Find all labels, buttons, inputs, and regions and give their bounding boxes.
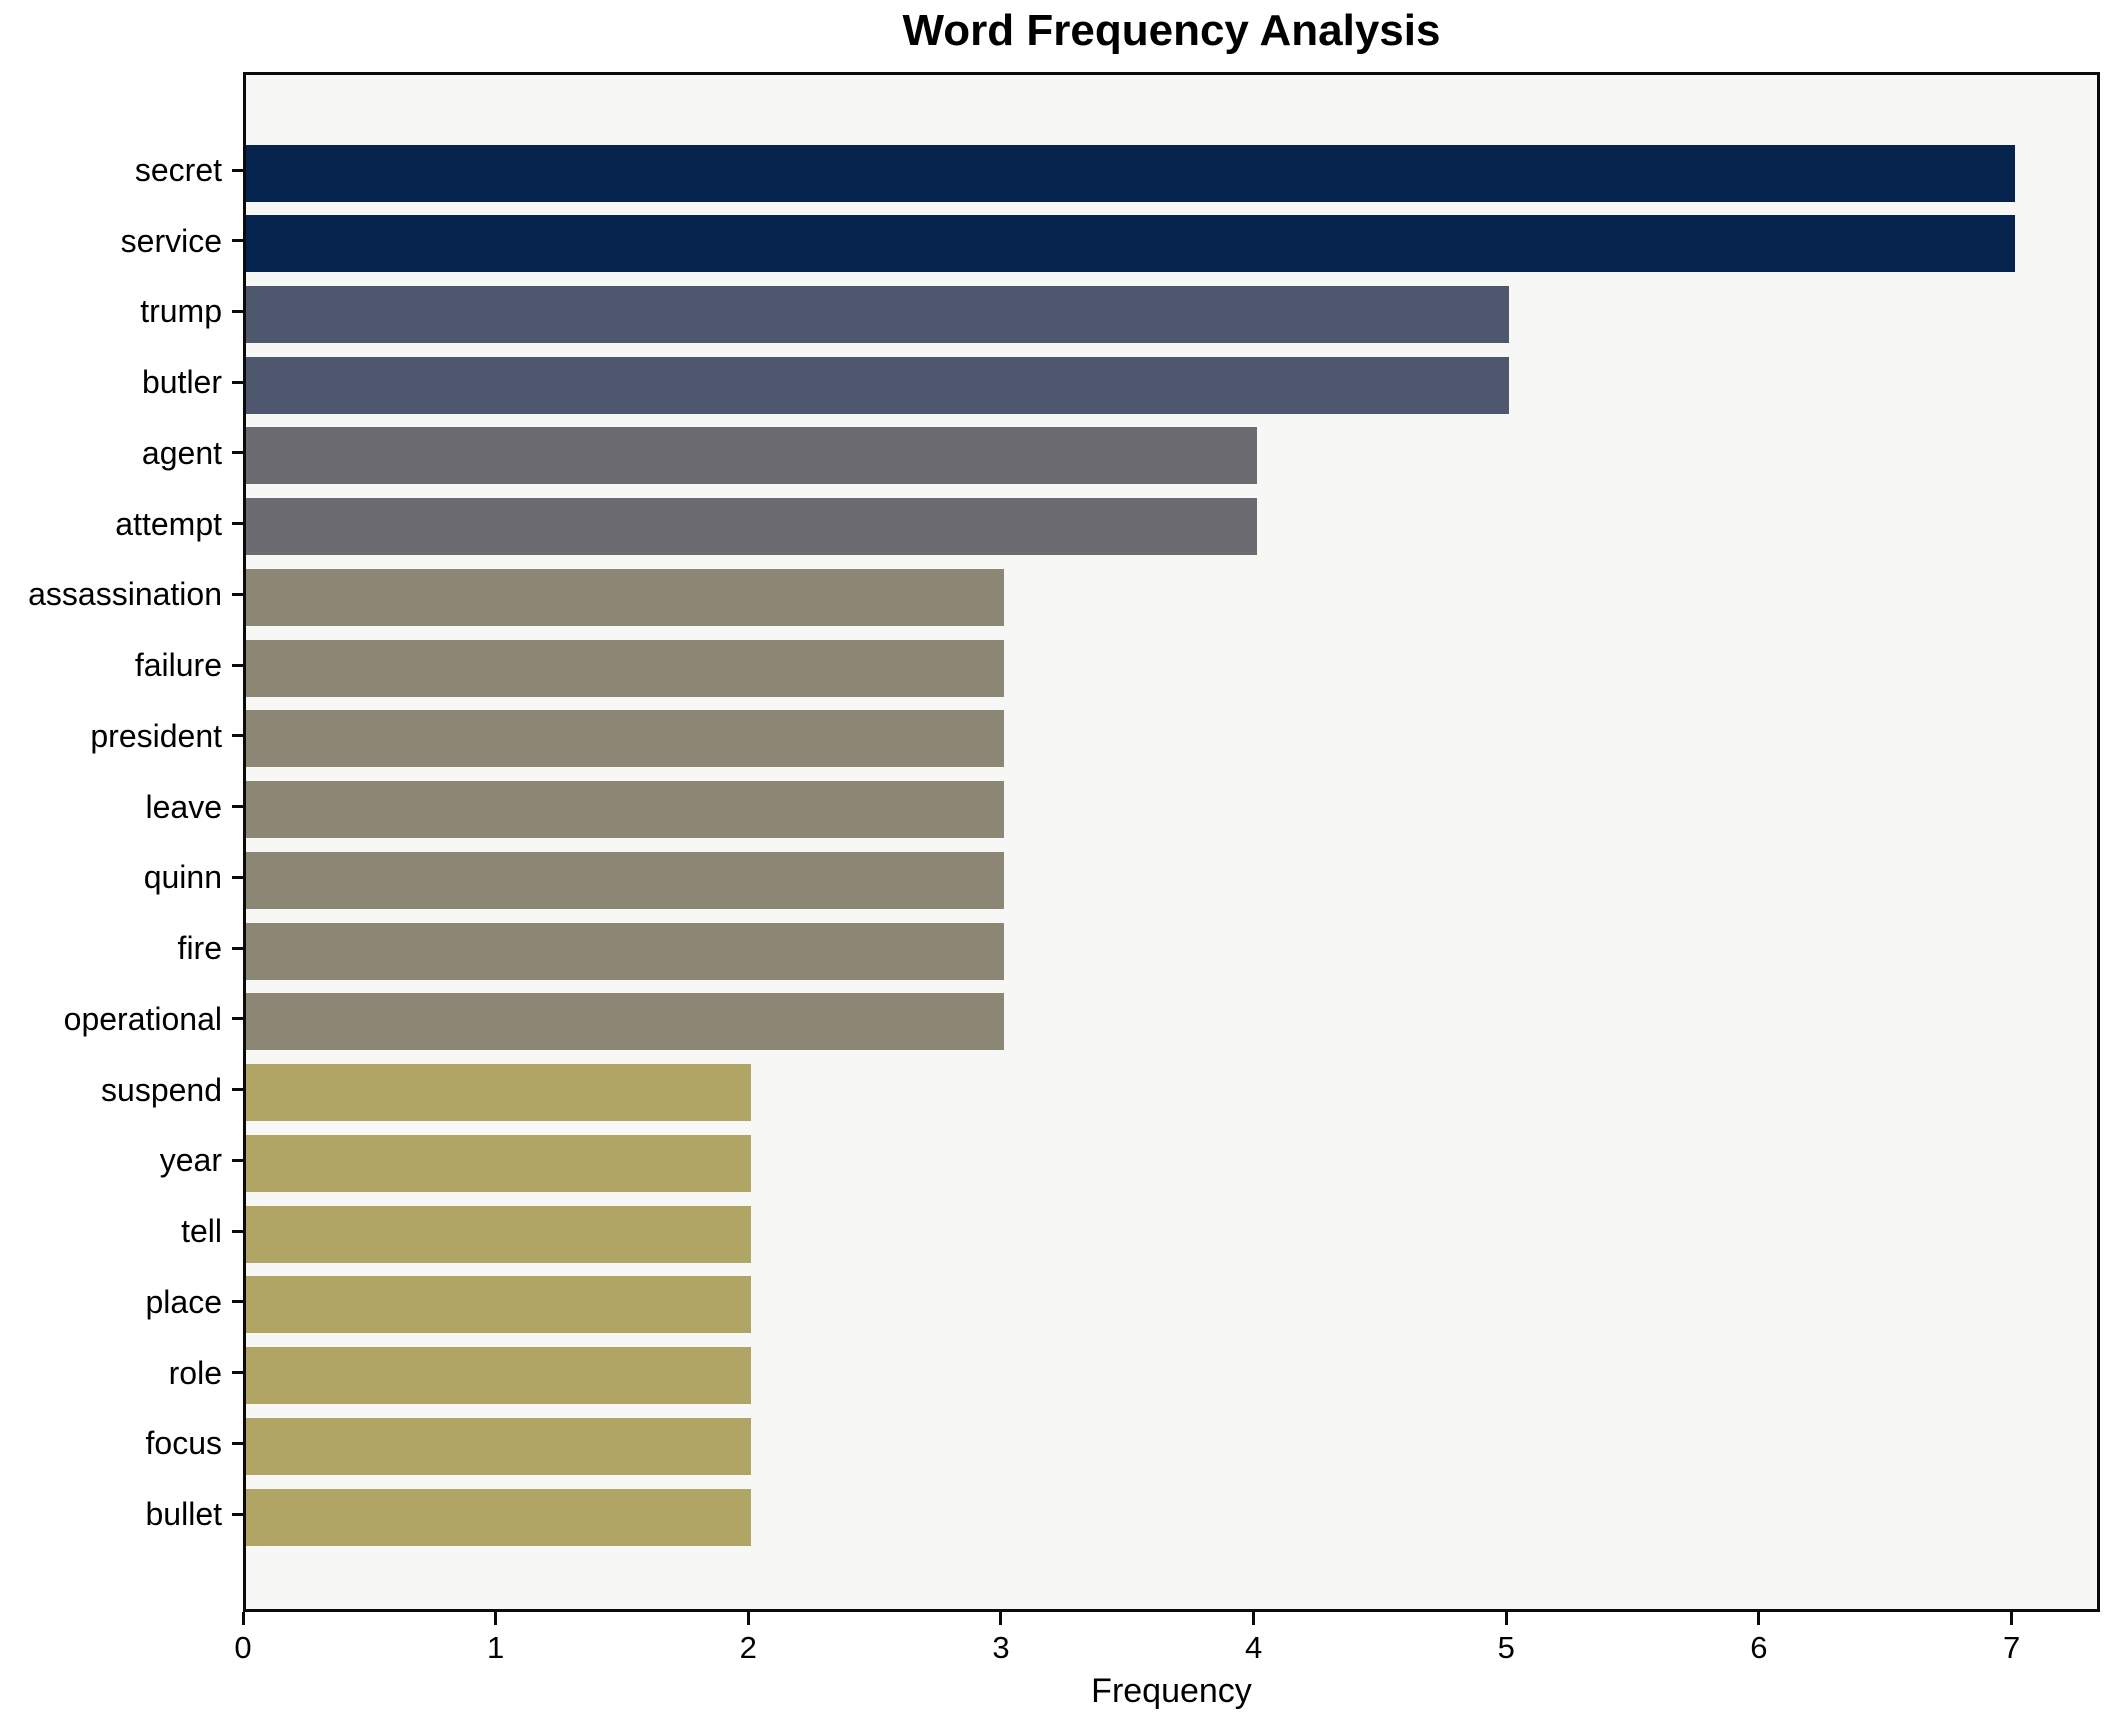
x-tick-label: 4 <box>1244 1630 1263 1665</box>
bar <box>246 1276 752 1334</box>
bar <box>246 639 1004 697</box>
x-tick-label: 5 <box>1497 1630 1515 1665</box>
y-tick <box>232 239 243 243</box>
x-tick <box>999 1612 1003 1625</box>
y-tick <box>232 1371 243 1375</box>
bar <box>246 498 1257 556</box>
y-tick <box>232 380 243 384</box>
y-axis-label: agent <box>141 434 222 471</box>
bar <box>246 356 1510 414</box>
x-tick-label: 6 <box>1750 1630 1768 1665</box>
y-axis-label: year <box>159 1142 222 1179</box>
bar <box>246 1064 752 1122</box>
y-tick <box>232 309 243 313</box>
x-tick <box>2010 1612 2014 1625</box>
y-axis-label: failure <box>134 647 222 684</box>
x-tick <box>746 1612 750 1625</box>
y-axis-label: trump <box>140 293 222 330</box>
x-tick <box>241 1612 245 1625</box>
bar <box>246 993 1004 1051</box>
bar <box>246 710 1004 768</box>
y-tick <box>232 1512 243 1516</box>
y-axis-label: role <box>168 1354 222 1391</box>
y-tick <box>232 451 243 455</box>
bar <box>246 144 2015 202</box>
x-tick-label: 2 <box>739 1630 757 1665</box>
bar <box>246 1488 752 1546</box>
y-axis-label: suspend <box>101 1071 222 1108</box>
y-tick <box>232 1017 243 1021</box>
y-axis-label: bullet <box>145 1496 223 1533</box>
y-axis-label: tell <box>181 1213 222 1250</box>
chart-title: Word Frequency Analysis <box>902 6 1441 55</box>
x-tick <box>494 1612 498 1625</box>
bar <box>246 568 1004 626</box>
y-tick <box>232 805 243 809</box>
x-tick-label: 0 <box>234 1630 252 1665</box>
bar <box>246 427 1257 485</box>
y-tick <box>232 875 243 879</box>
x-tick-label: 3 <box>992 1630 1010 1665</box>
y-tick <box>232 734 243 738</box>
y-axis-label: president <box>90 717 222 754</box>
y-axis-label: attempt <box>115 505 222 542</box>
y-tick <box>232 1158 243 1162</box>
y-axis-label: operational <box>63 1000 222 1037</box>
bar <box>246 1134 752 1192</box>
bar <box>246 1417 752 1475</box>
y-axis-label: service <box>120 222 222 259</box>
y-axis-label: place <box>145 1283 223 1320</box>
bar <box>246 922 1004 980</box>
x-tick <box>1757 1612 1761 1625</box>
x-axis-label: Frequency <box>1091 1672 1252 1710</box>
y-axis-label: quinn <box>143 859 222 896</box>
bar <box>246 851 1004 909</box>
y-axis-label: focus <box>145 1425 222 1462</box>
bar <box>246 215 2015 273</box>
y-axis-label: secret <box>134 152 222 188</box>
bar <box>246 781 1004 839</box>
y-tick <box>232 1300 243 1304</box>
bar <box>246 1347 752 1405</box>
y-axis-label: assassination <box>28 576 222 613</box>
x-tick <box>1504 1612 1508 1625</box>
y-tick <box>232 1441 243 1445</box>
y-axis-label: leave <box>145 788 223 825</box>
x-tick <box>1252 1612 1256 1625</box>
y-tick <box>232 663 243 667</box>
y-tick <box>232 946 243 950</box>
plot-area <box>243 72 2100 1612</box>
y-tick <box>232 1229 243 1233</box>
y-tick <box>232 522 243 526</box>
y-axis-label: butler <box>141 364 222 401</box>
y-axis-label: fire <box>177 930 222 967</box>
bar <box>246 1205 752 1263</box>
x-tick-label: 1 <box>487 1630 505 1665</box>
x-tick-label: 7 <box>2002 1630 2021 1665</box>
y-tick <box>232 1088 243 1092</box>
y-tick <box>232 592 243 596</box>
y-tick <box>232 168 243 172</box>
bar <box>246 285 1510 343</box>
